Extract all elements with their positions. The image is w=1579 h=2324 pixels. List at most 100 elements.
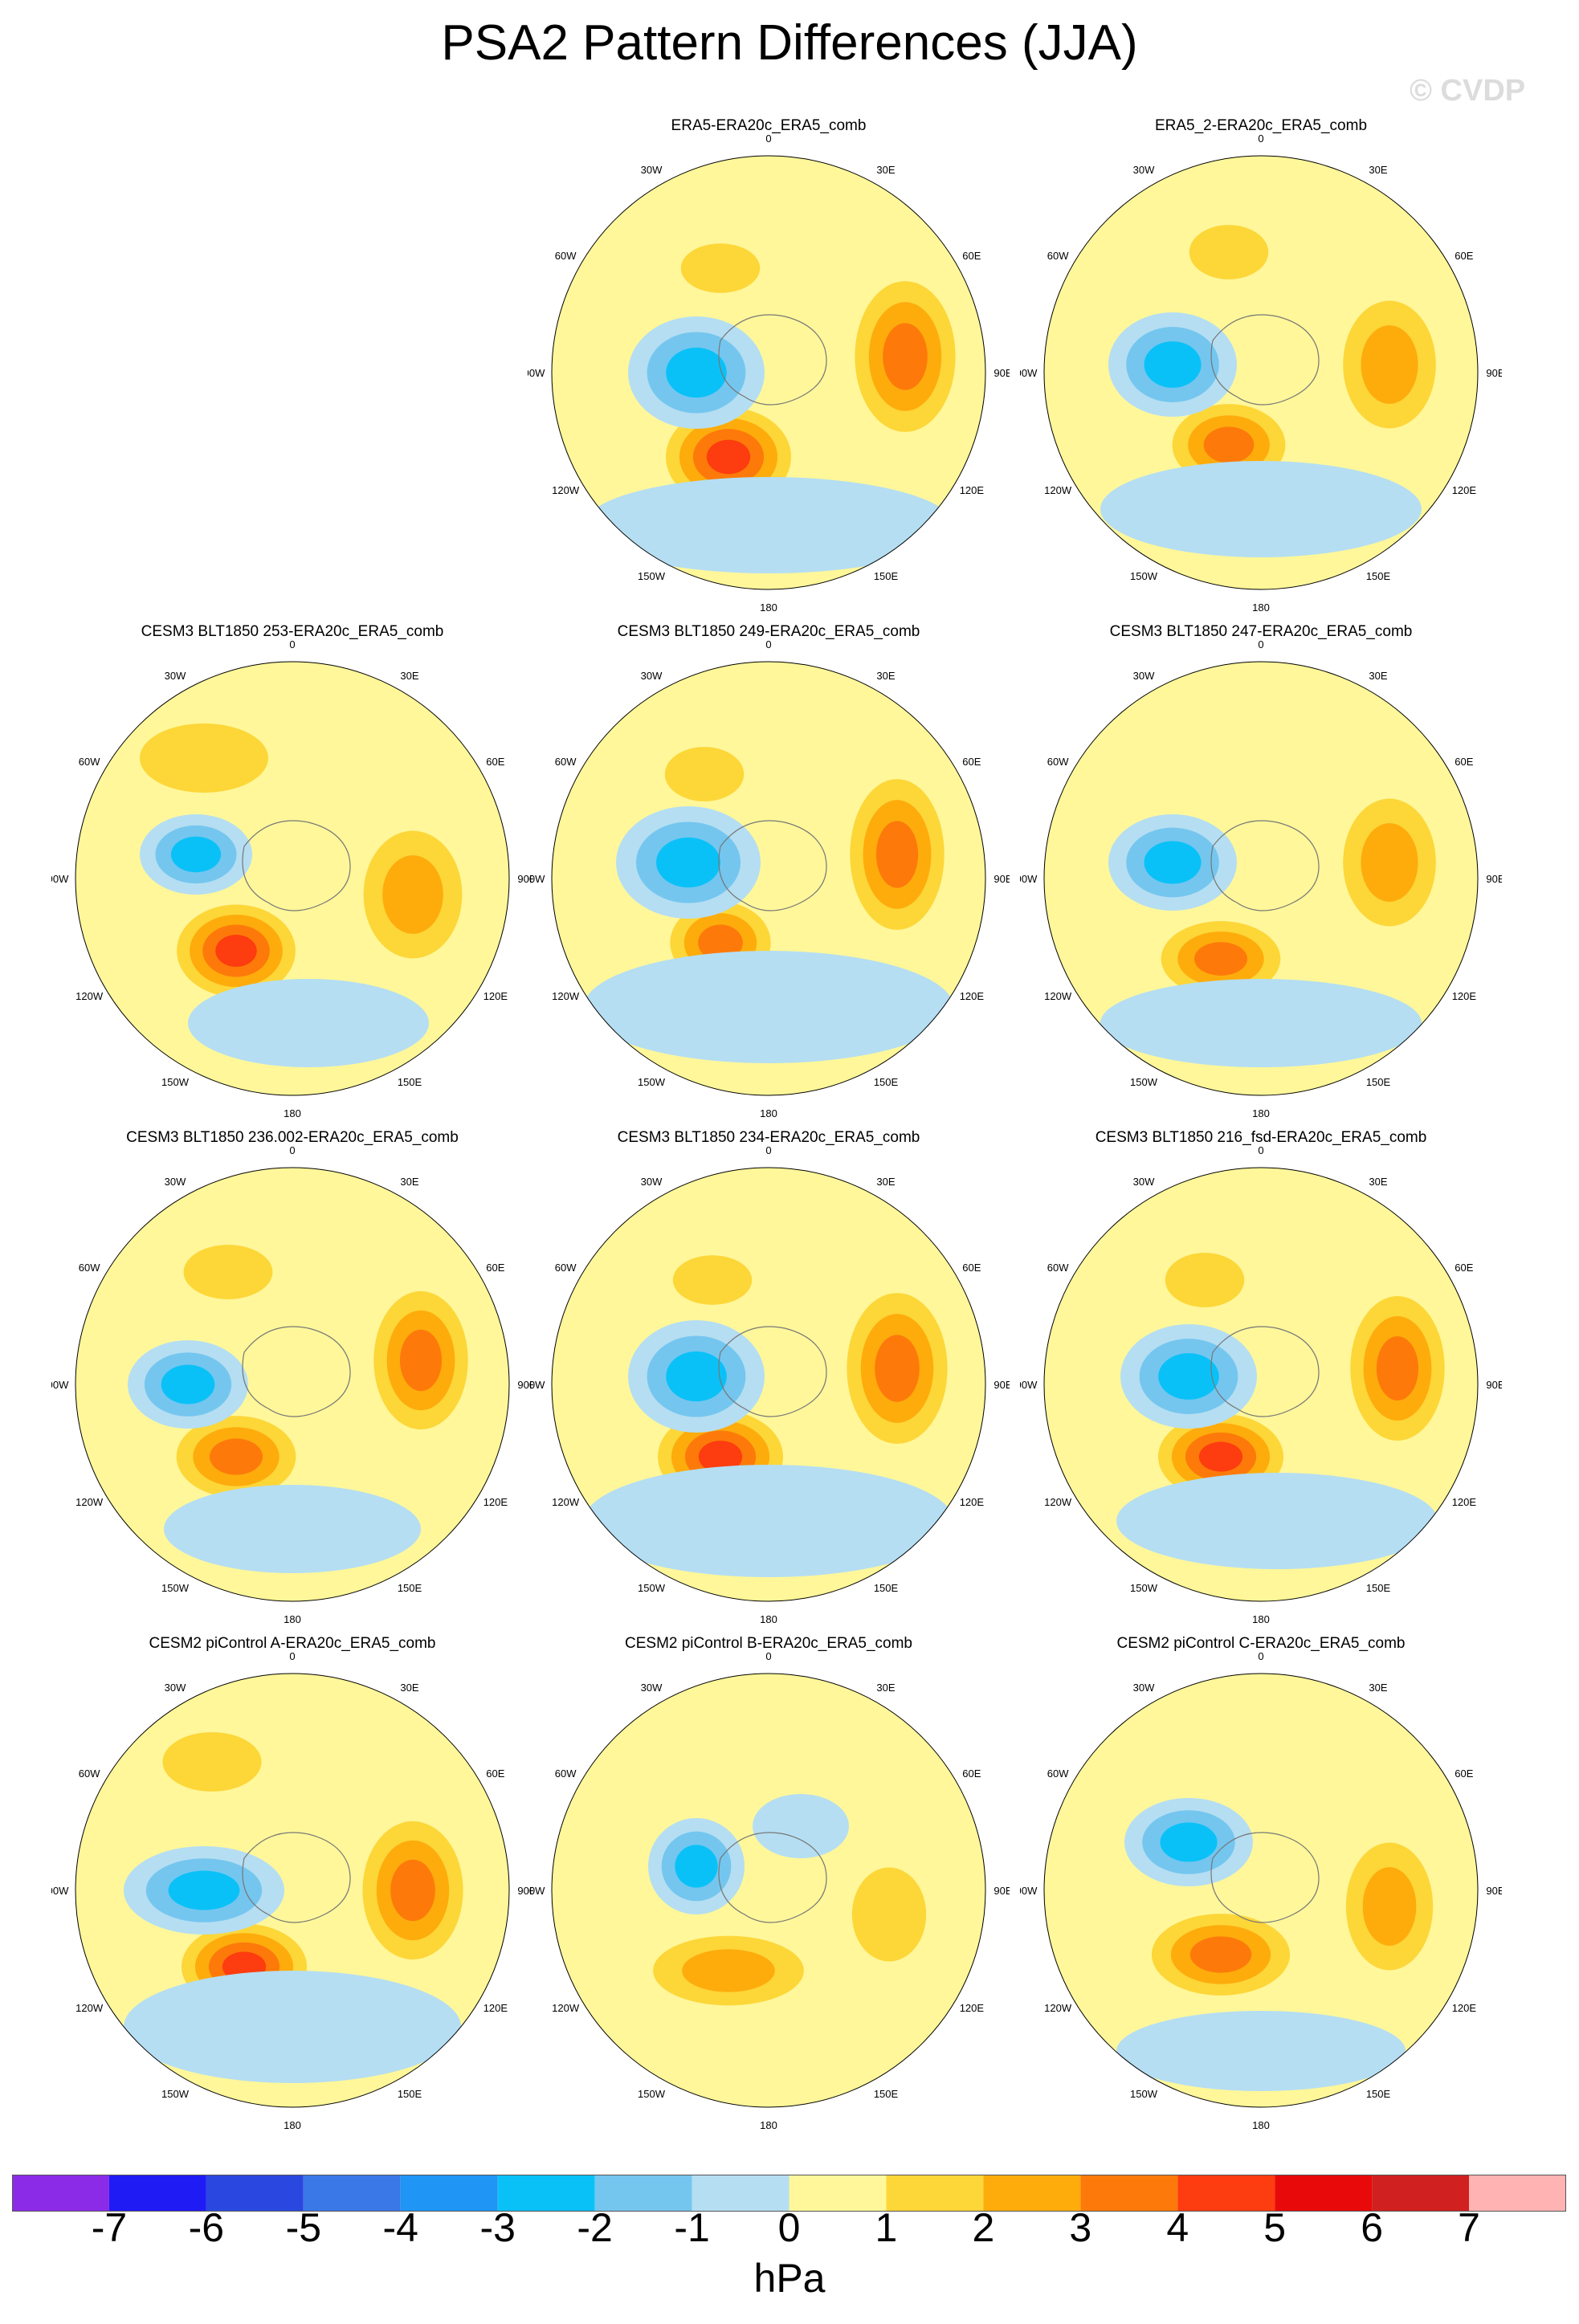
longitude-label: 120E	[483, 2002, 508, 2014]
longitude-label: 180	[760, 1107, 777, 1119]
positive-anomaly-contour	[382, 855, 443, 934]
positive-anomaly-contour	[664, 747, 745, 801]
positive-anomaly-contour	[1189, 225, 1269, 279]
map-panel: CESM2 piControl C-ERA20c_ERA5_comb 0 30E 60…	[1020, 1635, 1502, 2141]
map-panel: CESM2 piControl A-ERA20c_ERA5_comb 0 30E 60…	[51, 1635, 533, 2141]
negative-anomaly-contour	[1116, 2011, 1406, 2091]
longitude-label: 0	[765, 638, 771, 650]
longitude-label: 60W	[1047, 250, 1069, 262]
colorbar-tick-label: -2	[577, 2205, 613, 2250]
positive-anomaly-contour	[883, 323, 928, 390]
polar-map: 0 30E 60E 90E 120E 150E 180 150W 120W 90W 60W 30W	[1020, 1650, 1502, 2131]
colorbar-tick-label: 7	[1458, 2205, 1480, 2250]
positive-anomaly-contour	[1361, 325, 1418, 404]
negative-anomaly-contour	[1100, 461, 1422, 557]
longitude-label: 0	[289, 1650, 295, 1662]
longitude-label: 120W	[552, 990, 580, 1002]
longitude-label: 150W	[638, 570, 666, 582]
antarctica-coastline	[1210, 820, 1320, 911]
positive-anomaly-contour	[183, 1245, 273, 1299]
longitude-label: 30E	[876, 670, 895, 682]
longitude-label: 150E	[874, 1076, 899, 1088]
longitude-label: 90E	[517, 1885, 533, 1897]
panel-title: ERA5_2-ERA20c_ERA5_comb	[1154, 117, 1368, 134]
longitude-label: 60E	[962, 756, 981, 768]
colorbar-tick-label: -1	[674, 2205, 710, 2250]
antarctica-coastline	[242, 1326, 351, 1417]
longitude-label: 60E	[486, 1262, 504, 1274]
positive-anomaly-contour	[851, 1867, 927, 1962]
colorbar-swatch	[12, 2175, 109, 2212]
longitude-label: 30W	[641, 1176, 663, 1188]
colorbar-tick-label: 3	[1069, 2205, 1092, 2250]
longitude-label: 150W	[638, 1076, 666, 1088]
longitude-label: 0	[289, 638, 295, 650]
longitude-label: 60E	[962, 1262, 981, 1274]
longitude-label: 120W	[552, 1496, 580, 1508]
antarctica-coastline	[242, 1832, 351, 1923]
colorbar-tick-label: 2	[972, 2205, 995, 2250]
longitude-label: 180	[760, 2119, 777, 2131]
colorbar-swatch	[692, 2175, 790, 2212]
longitude-label: 120W	[1044, 1496, 1072, 1508]
colorbar-swatch	[983, 2175, 1081, 2212]
panel-title: CESM2 piControl A-ERA20c_ERA5_comb	[149, 1635, 436, 1652]
longitude-label: 60W	[79, 1767, 100, 1780]
longitude-label: 30W	[1133, 1176, 1155, 1188]
positive-anomaly-contour	[215, 935, 257, 967]
longitude-label: 90W	[51, 1885, 69, 1897]
positive-anomaly-contour	[706, 439, 751, 475]
map-panel: CESM3 BLT1850 216_fsd-ERA20c_ERA5_comb 0 3…	[1020, 1129, 1502, 1635]
antarctica-coastline	[718, 1832, 827, 1923]
longitude-label: 60E	[486, 756, 504, 768]
positive-anomaly-contour	[1203, 426, 1255, 463]
longitude-label: 150W	[1130, 2088, 1158, 2100]
longitude-label: 150E	[1366, 570, 1391, 582]
longitude-label: 150E	[874, 570, 899, 582]
negative-anomaly-contour	[170, 836, 222, 873]
panel-title: CESM3 BLT1850 249-ERA20c_ERA5_comb	[617, 623, 920, 640]
longitude-label: 120E	[960, 1496, 985, 1508]
longitude-label: 120E	[960, 2002, 985, 2014]
antarctica-coastline	[718, 314, 827, 406]
map-boundary	[551, 155, 986, 590]
positive-anomaly-contour	[209, 1438, 263, 1475]
longitude-label: 180	[284, 1107, 301, 1119]
colorbar-swatch	[108, 2175, 206, 2212]
positive-anomaly-contour	[698, 1441, 743, 1473]
longitude-label: 180	[760, 601, 777, 614]
colorbar-tick-label: -5	[285, 2205, 322, 2250]
colorbar-swatch	[1275, 2175, 1373, 2212]
longitude-label: 150W	[161, 2088, 190, 2100]
longitude-label: 120E	[960, 990, 985, 1002]
longitude-label: 90E	[517, 1379, 533, 1391]
longitude-label: 90E	[517, 873, 533, 885]
longitude-label: 120W	[1044, 2002, 1072, 2014]
longitude-label: 90W	[1020, 1379, 1038, 1391]
panel-title: CESM3 BLT1850 253-ERA20c_ERA5_comb	[141, 623, 444, 640]
map-boundary	[551, 1673, 986, 2108]
longitude-label: 150W	[161, 1582, 190, 1594]
longitude-label: 60E	[1455, 250, 1473, 262]
map-boundary	[1043, 1673, 1479, 2108]
colorbar-swatch	[594, 2175, 692, 2212]
watermark: © CVDP	[1410, 74, 1526, 108]
longitude-label: 120E	[960, 484, 985, 496]
longitude-label: 60W	[555, 1262, 577, 1274]
longitude-label: 60E	[962, 250, 981, 262]
longitude-label: 0	[765, 1650, 771, 1662]
longitude-label: 90W	[1020, 1885, 1038, 1897]
colorbar-tick-label: 0	[777, 2205, 801, 2250]
longitude-label: 30W	[641, 670, 663, 682]
colorbar-tick-label: -4	[382, 2205, 418, 2250]
positive-anomaly-contour	[1165, 1253, 1245, 1307]
negative-anomaly-contour	[1158, 1353, 1219, 1400]
colorbar-tick-label: -3	[479, 2205, 516, 2250]
map-boundary	[551, 661, 986, 1096]
colorbar-tick-label: 4	[1166, 2205, 1189, 2250]
longitude-label: 90W	[51, 1379, 69, 1391]
panel-title: CESM3 BLT1850 216_fsd-ERA20c_ERA5_comb	[1095, 1129, 1427, 1146]
longitude-label: 30E	[1369, 1176, 1387, 1188]
longitude-label: 0	[765, 1144, 771, 1156]
polar-map: 0 30E 60E 90E 120E 150E 180 150W 120W 90W 60W 30W	[51, 638, 533, 1119]
